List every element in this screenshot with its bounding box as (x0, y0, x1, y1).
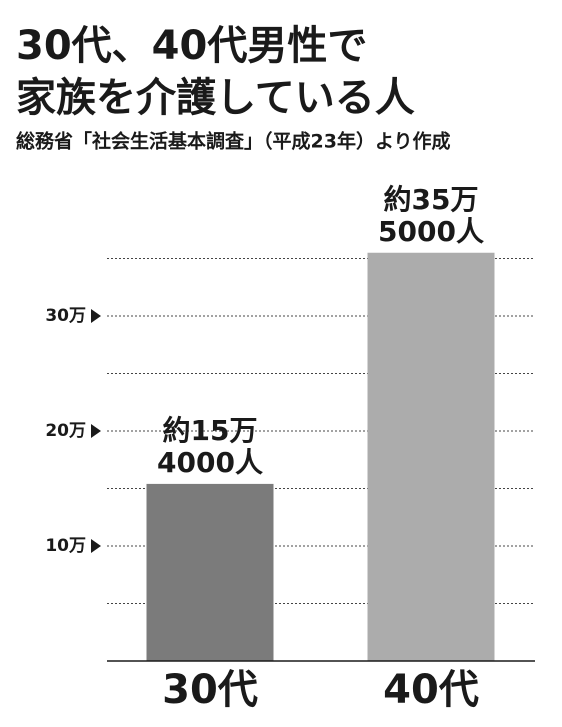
chart-subtitle: 総務省「社会生活基本調査」（平成23年）より作成 (16, 130, 451, 153)
value-label: 約15万 (163, 414, 258, 447)
x-tick-label: 40代 (383, 667, 479, 713)
value-label: 5000人 (378, 215, 484, 248)
chart-title: 30代、40代男性で (16, 23, 367, 69)
value-label: 4000人 (157, 446, 263, 479)
chart-title: 家族を介護している人 (16, 75, 415, 121)
tick-arrow (91, 424, 101, 438)
bar (367, 252, 495, 661)
value-label: 約35万 (384, 183, 479, 216)
y-tick-label: 30万 (45, 306, 86, 326)
tick-arrow (91, 539, 101, 553)
y-tick-label: 10万 (45, 536, 86, 556)
bar (146, 483, 274, 661)
y-tick-label: 20万 (45, 421, 86, 441)
x-tick-label: 30代 (162, 667, 258, 713)
tick-arrow (91, 309, 101, 323)
